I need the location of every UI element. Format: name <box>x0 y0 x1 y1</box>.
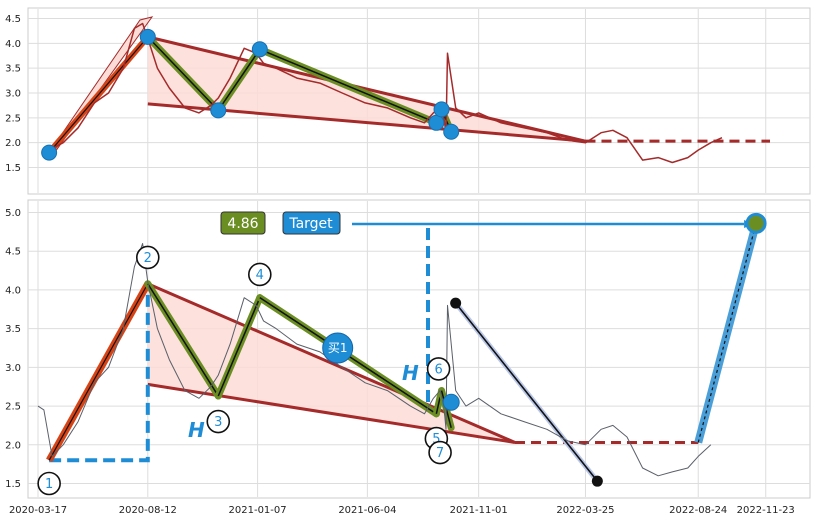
x-tick-0: 2020-03-17 <box>9 505 67 516</box>
bottom-upper-trendline <box>147 282 516 444</box>
x-tick-4: 2021-11-01 <box>450 505 508 516</box>
bottom-y-tick-0: 1.5 <box>5 479 21 490</box>
pattern-label-1: 1 <box>45 477 53 492</box>
peak-point <box>450 297 462 309</box>
pattern-label-circle-4 <box>248 262 272 287</box>
bottom-y-tick-labels: 1.5 2.0 2.5 3.0 3.5 4.0 4.5 5.0 <box>5 208 21 490</box>
bottom-y-tick-7: 5.0 <box>5 208 21 219</box>
target-badge-box <box>282 211 341 235</box>
bottom-y-tick-5: 4.0 <box>5 285 21 296</box>
bottom-pattern-points: 买1 1 2 3 4 5 6 7 <box>37 212 767 496</box>
top-y-tick-6: 4.5 <box>5 14 21 25</box>
pattern-label-circle-1 <box>37 471 61 496</box>
top-y-tick-labels: 1.5 2.0 2.5 3.0 3.5 4.0 4.5 <box>5 14 21 174</box>
bottom-y-tick-4: 3.5 <box>5 324 21 335</box>
bottom-rise-leg-core <box>48 283 149 461</box>
pattern-label-circle-6 <box>426 357 451 381</box>
pattern-label-5: 5 <box>432 432 440 447</box>
top-pattern-point-1 <box>41 144 58 161</box>
breakout-point <box>442 393 460 411</box>
drop-leg <box>455 302 598 482</box>
top-panel: 1.5 2.0 2.5 3.0 3.5 4.0 4.5 <box>5 7 811 195</box>
pattern-label-circle-2 <box>135 245 160 270</box>
x-tick-7: 2022-11-23 <box>737 505 795 516</box>
top-y-tick-4: 3.5 <box>5 64 21 75</box>
value-badge-box <box>220 211 266 235</box>
x-tick-3: 2021-06-04 <box>338 505 396 516</box>
pattern-label-2: 2 <box>144 251 152 266</box>
top-rise-leg-core <box>48 36 149 153</box>
bottom-y-tick-6: 4.5 <box>5 247 21 258</box>
bottom-pattern-leg-core-2 <box>217 297 261 397</box>
x-tick-labels: 2020-03-17 2020-08-12 2021-01-07 2021-06-04… <box>9 505 795 516</box>
low-point <box>591 475 603 487</box>
pattern-label-circle-3 <box>206 409 231 434</box>
pattern-label-4: 4 <box>256 268 264 283</box>
top-pattern-point-6 <box>433 101 450 118</box>
top-pattern-point-3 <box>210 102 227 119</box>
top-y-tick-3: 3.0 <box>5 89 21 100</box>
x-tick-1: 2020-08-12 <box>119 505 177 516</box>
top-upper-trendline <box>147 35 586 143</box>
buy-marker <box>322 332 354 364</box>
bottom-y-tick-3: 3.0 <box>5 363 21 374</box>
top-y-tick-1: 2.0 <box>5 138 21 149</box>
pattern-label-circle-7 <box>428 440 452 465</box>
top-pattern-point-5 <box>428 114 445 131</box>
top-pattern-points <box>41 28 460 161</box>
top-pattern-leg-core-1 <box>147 36 219 111</box>
bottom-y-tick-1: 2.0 <box>5 440 21 451</box>
top-y-tick-5: 4.0 <box>5 39 21 50</box>
top-pattern-point-4 <box>251 41 268 58</box>
x-tick-2: 2021-01-07 <box>229 505 287 516</box>
target-badge-label: Target <box>288 216 333 232</box>
bottom-pattern-leg-core-1 <box>147 283 219 397</box>
target-badge: Target <box>282 211 341 235</box>
target-point <box>745 212 767 234</box>
bottom-panel: 1.52.02.53.03.54.04.55.0 2020-03-17 2020-… <box>5 199 811 516</box>
left-height-measure <box>49 283 150 463</box>
bottom-pattern-overlay <box>46 220 760 483</box>
projection-leg-core <box>697 223 757 443</box>
top-pattern-point-7 <box>443 123 460 140</box>
top-pattern-point-2 <box>139 28 156 45</box>
pattern-label-6: 6 <box>434 362 442 377</box>
top-pattern-leg-core-2 <box>217 48 261 111</box>
pattern-label-7: 7 <box>436 446 444 461</box>
top-y-tick-0: 1.5 <box>5 163 21 174</box>
buy-marker-label: 买1 <box>328 341 348 355</box>
annotations: 4.86 Target H H <box>188 211 419 442</box>
bottom-panel-frame <box>27 199 811 499</box>
x-tick-6: 2022-08-24 <box>669 505 727 516</box>
top-pattern-leg-core-3 <box>259 48 437 124</box>
height-marker-left: H <box>188 418 205 442</box>
top-y-tick-2: 2.5 <box>5 113 21 124</box>
pattern-label-3: 3 <box>214 415 222 430</box>
value-badge-label: 4.86 <box>227 216 258 232</box>
value-badge: 4.86 <box>220 211 266 235</box>
x-tick-5: 2022-03-25 <box>556 505 614 516</box>
height-marker-right: H <box>402 361 419 385</box>
bottom-lower-trendline <box>147 382 516 444</box>
bottom-y-tick-2: 2.5 <box>5 402 21 413</box>
